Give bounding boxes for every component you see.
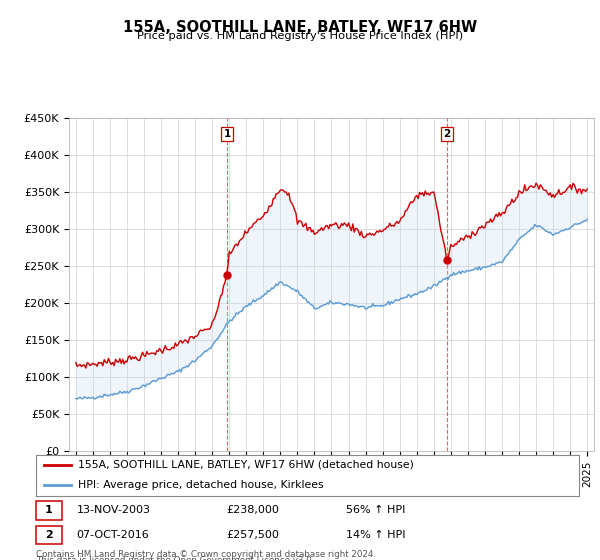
Text: 13-NOV-2003: 13-NOV-2003	[77, 505, 151, 515]
FancyBboxPatch shape	[36, 501, 62, 520]
Text: £257,500: £257,500	[226, 530, 279, 540]
Text: 56% ↑ HPI: 56% ↑ HPI	[346, 505, 405, 515]
FancyBboxPatch shape	[36, 525, 62, 544]
Text: 07-OCT-2016: 07-OCT-2016	[77, 530, 149, 540]
Text: 1: 1	[45, 505, 53, 515]
Text: £238,000: £238,000	[226, 505, 279, 515]
Text: 14% ↑ HPI: 14% ↑ HPI	[346, 530, 405, 540]
Text: 2: 2	[443, 129, 451, 139]
Text: HPI: Average price, detached house, Kirklees: HPI: Average price, detached house, Kirk…	[79, 480, 324, 490]
Text: 1: 1	[223, 129, 230, 139]
Text: 155A, SOOTHILL LANE, BATLEY, WF17 6HW (detached house): 155A, SOOTHILL LANE, BATLEY, WF17 6HW (d…	[79, 460, 414, 470]
Text: Contains HM Land Registry data © Crown copyright and database right 2024.: Contains HM Land Registry data © Crown c…	[36, 550, 376, 559]
Text: 155A, SOOTHILL LANE, BATLEY, WF17 6HW: 155A, SOOTHILL LANE, BATLEY, WF17 6HW	[123, 20, 477, 35]
Text: Price paid vs. HM Land Registry's House Price Index (HPI): Price paid vs. HM Land Registry's House …	[137, 31, 463, 41]
Text: This data is licensed under the Open Government Licence v3.0.: This data is licensed under the Open Gov…	[36, 556, 314, 560]
Text: 2: 2	[45, 530, 53, 540]
